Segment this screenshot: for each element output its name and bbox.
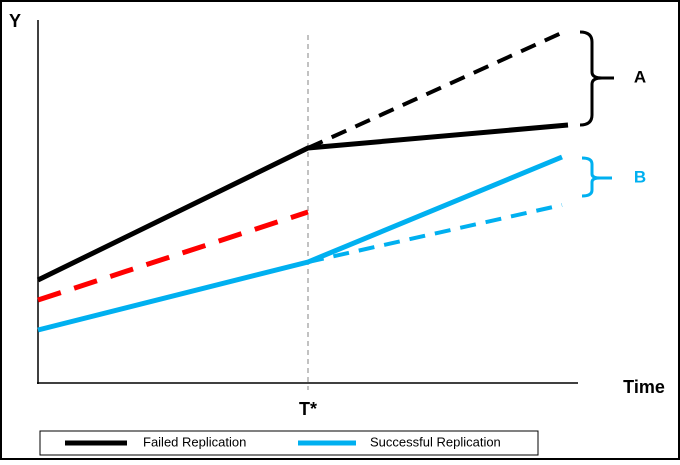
t-star-label: T* <box>299 399 317 419</box>
failed-counterfactual <box>307 28 569 150</box>
success-counterfactual <box>307 203 563 264</box>
legend <box>39 430 539 456</box>
success-line <box>37 154 563 333</box>
bracket-b-label: B <box>634 167 646 186</box>
red-dashed-line <box>37 209 309 303</box>
failed-line <box>36 122 569 283</box>
y-label: Y <box>9 11 21 31</box>
legend-label: Successful Replication <box>370 434 501 449</box>
x-label: Time <box>623 377 665 397</box>
bracket-a-label: A <box>634 67 646 86</box>
legend-label: Failed Replication <box>143 434 246 449</box>
